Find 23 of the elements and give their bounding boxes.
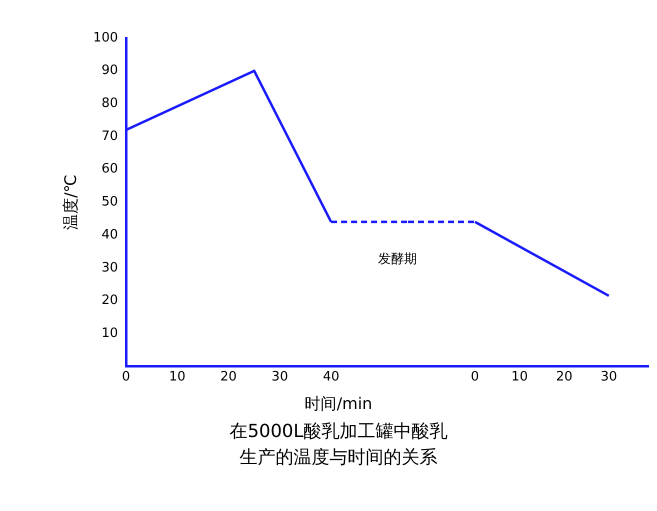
x-tick-label: 10 xyxy=(511,370,528,385)
y-tick-label: 30 xyxy=(101,260,118,276)
y-tick-label: 70 xyxy=(101,128,118,144)
x-tick-label: 20 xyxy=(556,370,572,385)
y-tick-label: 20 xyxy=(101,293,118,308)
x-tick-label: 10 xyxy=(169,370,186,385)
y-axis-title: 温度/℃ xyxy=(60,174,80,230)
y-tick-label: 60 xyxy=(101,162,118,177)
x-tick-label: 30 xyxy=(600,370,618,385)
x-tick-label: 40 xyxy=(322,370,340,385)
annotation: 发酵期 xyxy=(378,251,417,268)
y-tick-label: 10 xyxy=(101,326,118,341)
y-tick-label: 40 xyxy=(101,227,118,242)
x-tick-label: 30 xyxy=(272,370,288,385)
x-tick-label: 0 xyxy=(122,370,130,385)
y-tick-label: 50 xyxy=(101,194,118,210)
y-tick-label: 80 xyxy=(101,96,118,112)
y-tick-label: 90 xyxy=(101,63,118,78)
text: 在5000L酸乳加工罐中酸乳生产的温度与时间的关系 xyxy=(228,420,448,470)
x-tick-label: 20 xyxy=(220,370,237,385)
y-tick-label: 100 xyxy=(93,30,118,46)
x-axis-title: 时间/min xyxy=(304,394,374,415)
x-tick-label: 0 xyxy=(470,370,480,385)
